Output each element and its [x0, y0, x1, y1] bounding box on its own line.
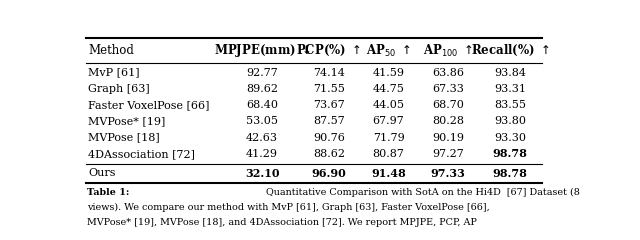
Text: 89.62: 89.62	[246, 84, 278, 94]
Text: 71.79: 71.79	[372, 133, 404, 143]
Text: 41.59: 41.59	[372, 68, 404, 78]
Text: 83.55: 83.55	[494, 100, 526, 110]
Text: 42.63: 42.63	[246, 133, 278, 143]
Text: AP$_{50}$ $\uparrow$: AP$_{50}$ $\uparrow$	[366, 42, 411, 59]
Text: Method: Method	[88, 44, 134, 57]
Text: Faster VoxelPose [66]: Faster VoxelPose [66]	[88, 100, 210, 110]
Text: MVPose* [19], MVPose [18], and 4DAssociation [72]. We report MPJPE, PCP, AP: MVPose* [19], MVPose [18], and 4DAssocia…	[87, 218, 477, 228]
Text: 71.55: 71.55	[313, 84, 345, 94]
Text: MPJPE(mm) $\downarrow$: MPJPE(mm) $\downarrow$	[214, 42, 310, 59]
Text: MVPose* [19]: MVPose* [19]	[88, 116, 166, 126]
Text: 67.33: 67.33	[432, 84, 464, 94]
Text: 87.57: 87.57	[313, 116, 345, 126]
Text: Graph [63]: Graph [63]	[88, 84, 150, 94]
Text: 88.62: 88.62	[313, 149, 345, 159]
Text: Quantitative Comparison with SotA on the Hi4D  [67] Dataset (8: Quantitative Comparison with SotA on the…	[266, 188, 579, 197]
Text: Ours: Ours	[88, 168, 116, 179]
Text: 91.48: 91.48	[371, 168, 406, 179]
Text: 93.30: 93.30	[494, 133, 526, 143]
Text: 44.75: 44.75	[372, 84, 404, 94]
Text: views). We compare our method with MvP [61], Graph [63], Faster VoxelPose [66],: views). We compare our method with MvP […	[87, 203, 490, 212]
Text: 96.90: 96.90	[312, 168, 346, 179]
Text: 98.78: 98.78	[493, 148, 527, 159]
Text: 93.31: 93.31	[494, 84, 526, 94]
Text: 93.84: 93.84	[494, 68, 526, 78]
Text: 74.14: 74.14	[313, 68, 345, 78]
Text: 41.29: 41.29	[246, 149, 278, 159]
Text: PCP(%) $\uparrow$: PCP(%) $\uparrow$	[296, 43, 362, 58]
Text: 90.19: 90.19	[432, 133, 464, 143]
Text: Table 1:: Table 1:	[87, 188, 132, 197]
Text: 90.76: 90.76	[313, 133, 345, 143]
Text: 68.40: 68.40	[246, 100, 278, 110]
Text: 32.10: 32.10	[244, 168, 279, 179]
Text: 68.70: 68.70	[432, 100, 464, 110]
Text: 93.80: 93.80	[494, 116, 526, 126]
Text: 80.87: 80.87	[372, 149, 404, 159]
Text: 63.86: 63.86	[432, 68, 464, 78]
Text: 98.78: 98.78	[493, 168, 527, 179]
Text: MVPose [18]: MVPose [18]	[88, 133, 160, 143]
Text: 67.97: 67.97	[372, 116, 404, 126]
Text: 44.05: 44.05	[372, 100, 404, 110]
Text: 73.67: 73.67	[313, 100, 345, 110]
Text: 92.77: 92.77	[246, 68, 278, 78]
Text: AP$_{100}$ $\uparrow$: AP$_{100}$ $\uparrow$	[423, 42, 473, 59]
Text: 97.27: 97.27	[432, 149, 464, 159]
Text: 53.05: 53.05	[246, 116, 278, 126]
Text: Recall(%) $\uparrow$: Recall(%) $\uparrow$	[470, 43, 550, 58]
Text: 97.33: 97.33	[431, 168, 465, 179]
Text: MvP [61]: MvP [61]	[88, 68, 140, 78]
Text: 4DAssociation [72]: 4DAssociation [72]	[88, 149, 195, 159]
Text: 80.28: 80.28	[432, 116, 464, 126]
